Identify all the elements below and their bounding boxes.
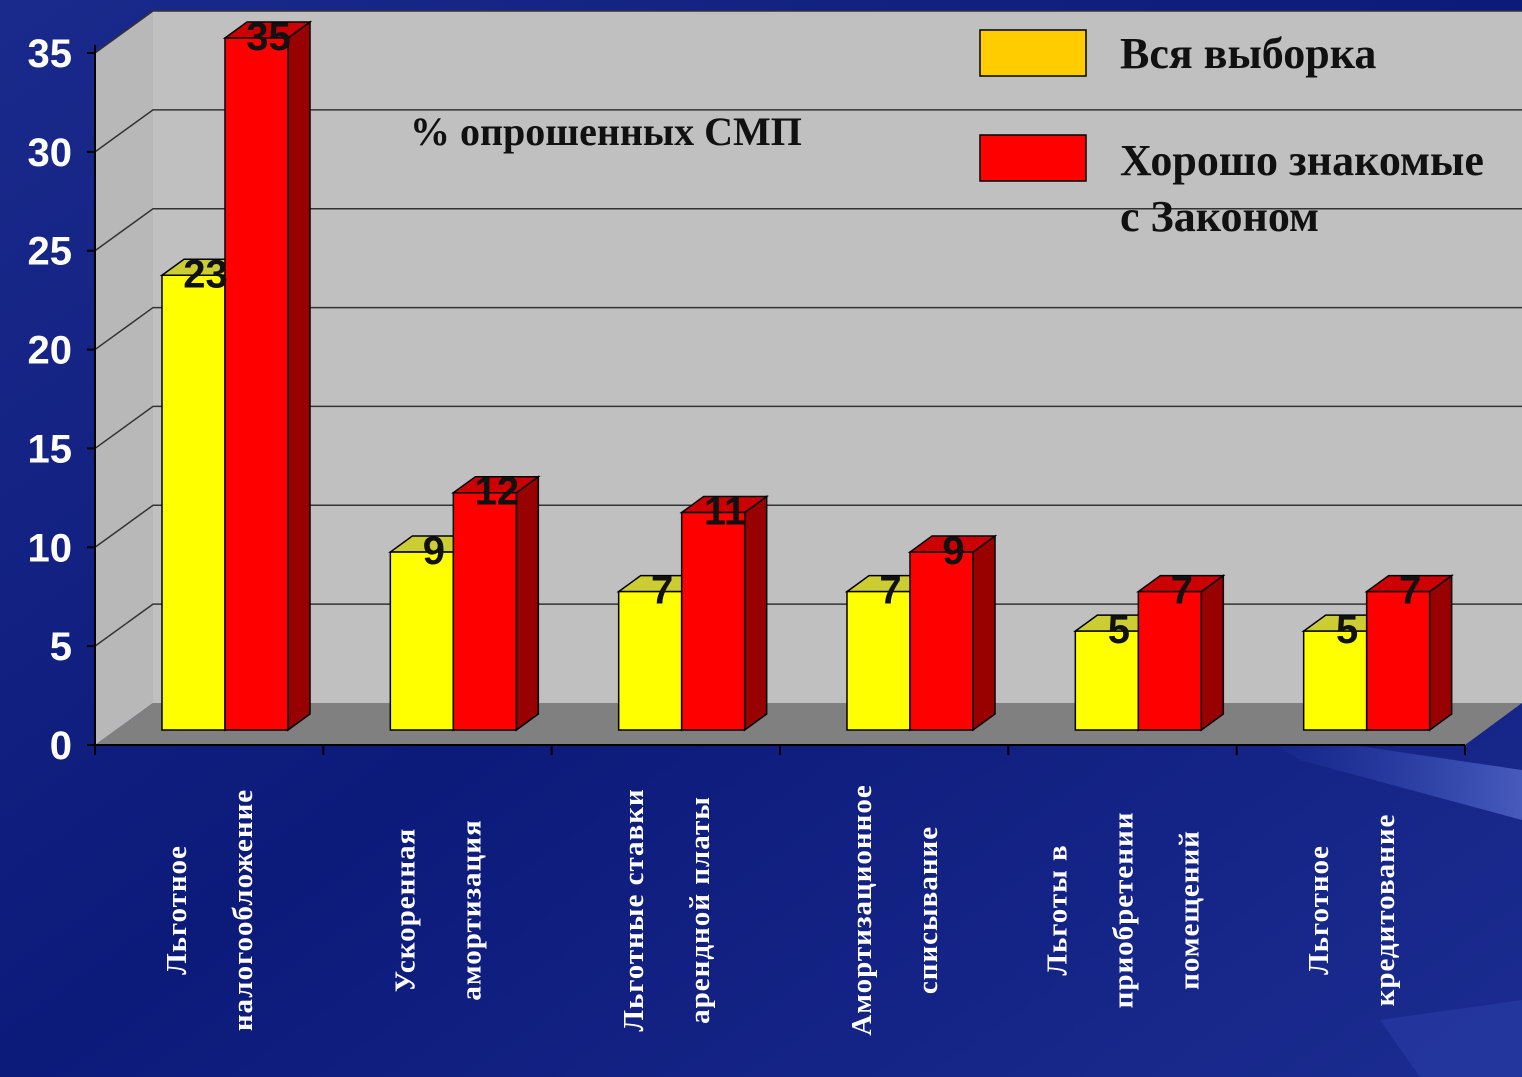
bar-side-face: [972, 534, 996, 732]
data-label: 11: [704, 490, 746, 534]
y-tick-label: 0: [50, 724, 72, 768]
category-label: Амортизационное списывание: [846, 784, 944, 1035]
bar-familiar-with-law: [1364, 574, 1454, 732]
data-label: 5: [1108, 608, 1130, 652]
category-label: Льготные ставки арендной платы: [618, 788, 716, 1031]
data-label: 9: [423, 529, 445, 573]
gridline: [94, 504, 1522, 548]
bar-front-face: [224, 37, 289, 731]
category-label-line: Амортизационное: [846, 784, 878, 1035]
back-wall: [153, 11, 1522, 703]
category-label-line: Льготное: [161, 845, 193, 975]
gridline: [94, 405, 1522, 450]
data-label: 7: [651, 569, 673, 613]
bar-familiar-with-law: [451, 475, 541, 732]
category-labels: Льготное налогообложение Ускоренная амортиз…: [161, 784, 1401, 1035]
y-tick-label: 10: [28, 526, 73, 570]
category-label-line: налогообложение: [227, 789, 259, 1031]
legend-label: с Законом: [1120, 192, 1319, 241]
bar-front-face: [846, 590, 911, 731]
category-label-line: списывание: [912, 826, 944, 994]
category-label: Льготное кредитование: [1303, 814, 1401, 1007]
bar-side-face: [1428, 574, 1453, 732]
bars: [159, 20, 1454, 732]
data-label: 35: [246, 15, 291, 59]
data-label: 7: [1399, 569, 1421, 613]
category-label: Льготное налогообложение: [161, 789, 259, 1031]
bar-side-face: [287, 20, 311, 732]
gridline: [94, 207, 1522, 252]
bar-front-face: [161, 274, 226, 731]
bar-familiar-with-law: [1136, 574, 1226, 732]
legend-label: Вся выборка: [1120, 29, 1376, 78]
legend: Вся выборка Хорошо знакомые с Законом: [979, 29, 1484, 241]
bar-side-face: [515, 475, 540, 732]
bar-front-face: [1074, 630, 1140, 731]
side-wall: [95, 11, 153, 745]
category-label-line: Льготы в: [1042, 844, 1074, 975]
bar-front-face: [1302, 630, 1368, 731]
bar-side-face: [743, 495, 768, 732]
gridline: [94, 306, 1522, 351]
gridline: [94, 603, 1522, 647]
axes: 0 5 10 15 20 25 30 35: [28, 32, 1466, 768]
bar-familiar-with-law: [679, 495, 769, 732]
category-label: Льготы в приобретении помещений: [1042, 812, 1206, 1009]
bar-front-face: [1137, 590, 1203, 731]
category-label-line: Льготные ставки: [618, 788, 650, 1031]
category-label: Ускоренная амортизация: [390, 819, 488, 1000]
category-label-line: амортизация: [456, 819, 488, 1000]
data-label: 5: [1336, 608, 1358, 652]
data-label: 23: [183, 252, 228, 296]
data-label: 12: [475, 470, 520, 514]
data-label: 7: [1171, 569, 1193, 613]
y-tick-label: 20: [28, 329, 73, 373]
gridline: [94, 109, 1522, 153]
background-streak: [1250, 730, 1522, 820]
legend-label: Хорошо знакомые: [1120, 136, 1484, 185]
bar-front-face: [909, 551, 974, 731]
y-tick-label: 30: [28, 131, 73, 175]
bar-familiar-with-law: [907, 534, 998, 732]
gridlines: [94, 10, 1522, 647]
y-tick-label: 35: [28, 32, 73, 76]
legend-swatch: [979, 29, 1087, 77]
bar-side-face: [1200, 574, 1225, 732]
data-label: 7: [879, 569, 901, 613]
y-tick-label: 15: [28, 427, 73, 471]
category-label-line: арендной платы: [684, 796, 716, 1024]
bar-familiar-with-law: [222, 20, 313, 732]
gridline: [94, 10, 1522, 54]
category-label-line: кредитование: [1369, 814, 1401, 1007]
chart-subtitle: % опрошенных СМП: [410, 109, 802, 154]
category-label-line: Ускоренная: [390, 828, 422, 992]
bar-front-face: [389, 551, 455, 731]
background-streak-2: [1380, 1000, 1522, 1077]
category-label-line: Льготное: [1303, 845, 1335, 975]
bar-front-face: [452, 491, 518, 731]
bar-front-face: [680, 511, 746, 731]
category-label-line: приобретении: [1108, 812, 1140, 1009]
bar-front-face: [1365, 590, 1431, 731]
legend-swatch: [979, 134, 1087, 182]
data-label: 9: [942, 529, 964, 573]
category-label-line: помещений: [1174, 830, 1206, 990]
y-tick-label: 25: [28, 230, 73, 274]
y-tick-label: 5: [50, 625, 72, 669]
